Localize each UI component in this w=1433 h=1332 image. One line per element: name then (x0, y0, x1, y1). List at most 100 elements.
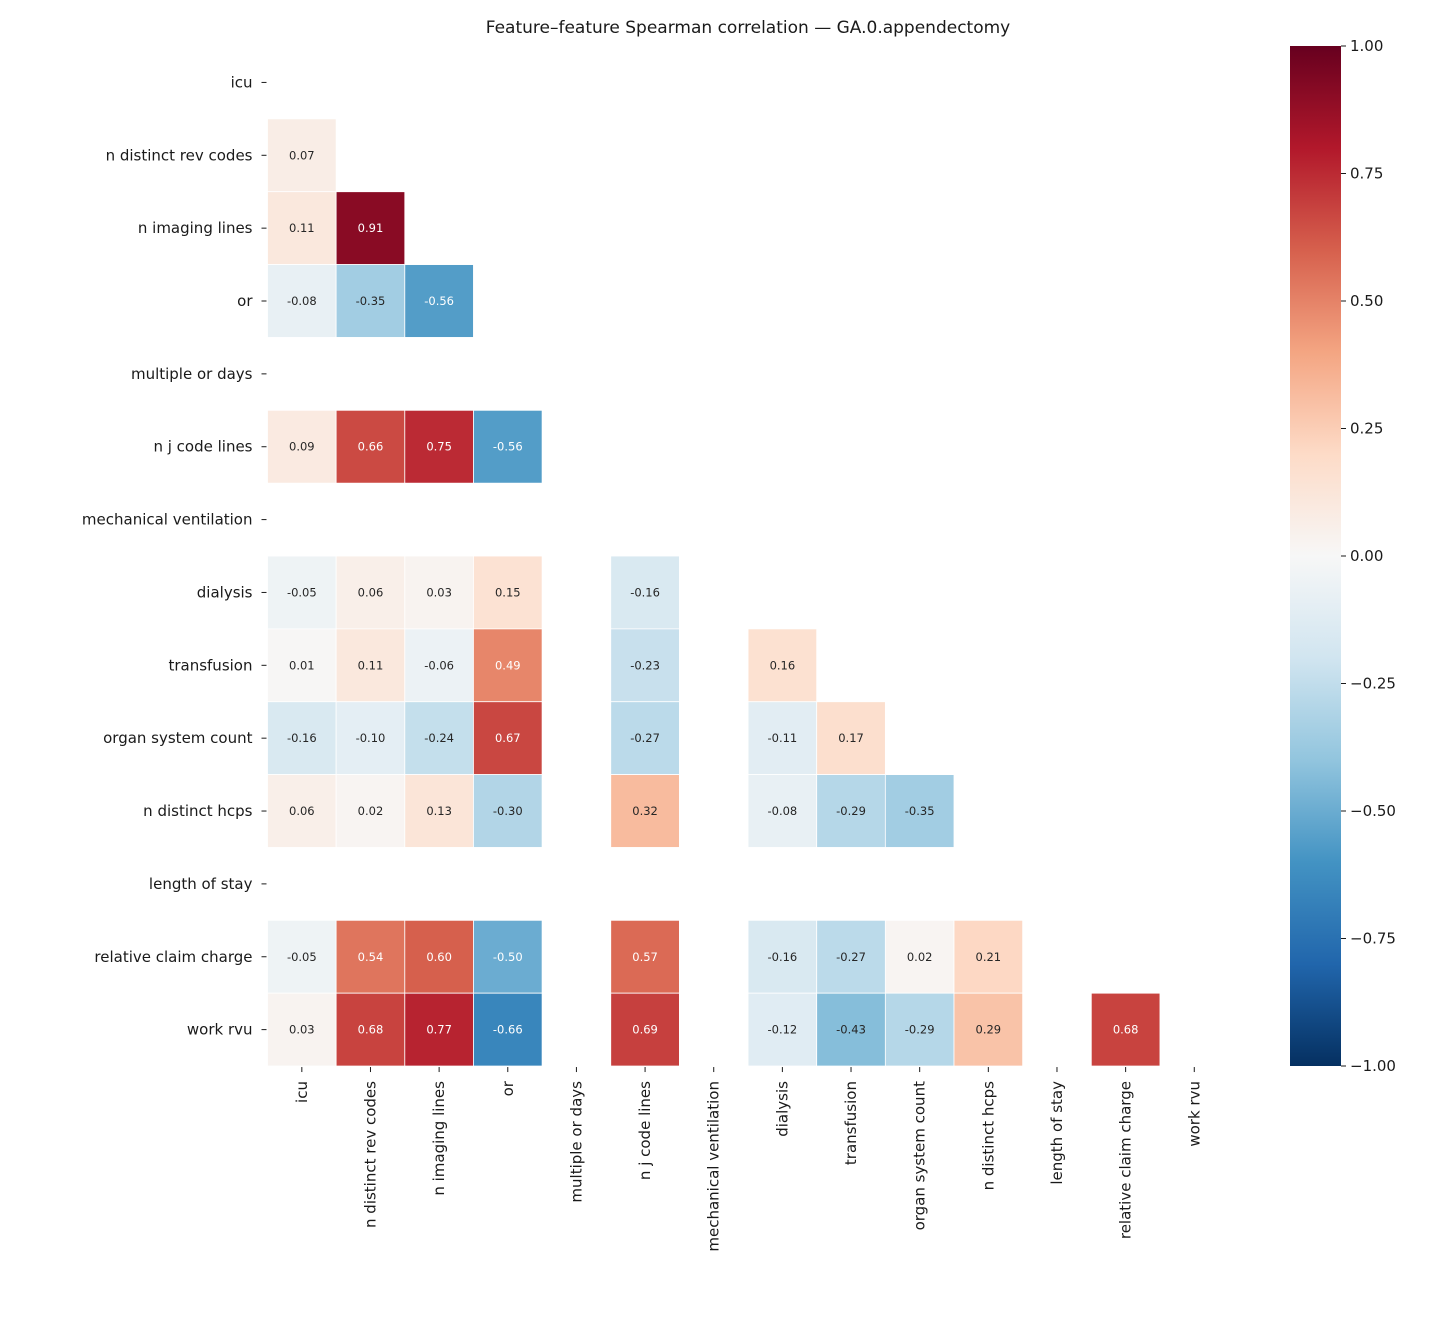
cell-value-label: 0.17 (838, 731, 864, 745)
heatmap-cell (747, 701, 818, 775)
y-tick-label: work rvu (187, 1021, 253, 1039)
x-tick-label: dialysis (773, 1081, 791, 1137)
cell-value-label: 0.11 (358, 658, 384, 672)
y-tick-label: organ system count (103, 729, 253, 747)
heatmap-cell (335, 409, 406, 484)
heatmap-cell (267, 774, 337, 848)
heatmap-cell (267, 118, 337, 193)
x-tick-label: relative claim charge (1117, 1081, 1135, 1239)
cell-value-label: -0.35 (905, 804, 935, 818)
x-tick-label: n distinct hcps (979, 1081, 997, 1191)
heatmap-cell (267, 191, 337, 265)
heatmap-cell (404, 409, 474, 484)
x-tick-label: transfusion (842, 1081, 860, 1165)
heatmap-cell (404, 919, 474, 994)
x-tick-label: or (499, 1080, 517, 1096)
heatmap-cell (610, 555, 680, 630)
heatmap-cell (404, 992, 474, 1067)
cell-value-label: 0.06 (358, 585, 384, 599)
y-tick-label: transfusion (168, 656, 252, 674)
cell-value-label: 0.49 (495, 658, 521, 672)
cell-value-label: 0.02 (907, 950, 933, 964)
heatmap-cell (267, 992, 337, 1067)
x-tick-label: work rvu (1185, 1081, 1203, 1147)
cell-value-label: 0.75 (426, 440, 452, 454)
cell-value-label: -0.56 (424, 294, 454, 308)
heatmap-cell (610, 992, 680, 1067)
heatmap-cell (473, 409, 543, 484)
heatmap-cells: 0.07 0.11 0.91 -0.08 -0.35 -0.56 0.09 0.66 0.75 -… (267, 118, 1161, 1067)
heatmap-cell (404, 628, 474, 703)
colorbar-tick-label: −0.75 (1350, 930, 1396, 948)
cell-value-label: -0.35 (356, 294, 386, 308)
cell-value-label: -0.16 (630, 585, 660, 599)
cell-value-label: -0.16 (767, 950, 797, 964)
cell-value-label: 0.91 (358, 221, 384, 235)
cell-value-label: -0.11 (767, 731, 797, 745)
cell-value-label: 0.03 (289, 1023, 315, 1037)
cell-value-label: 0.16 (770, 658, 796, 672)
heatmap-cell (1090, 992, 1161, 1067)
cell-value-label: -0.50 (493, 950, 523, 964)
y-tick-label: relative claim charge (94, 948, 252, 966)
cell-value-label: -0.27 (836, 950, 866, 964)
heatmap-cell (335, 919, 406, 994)
y-tick-label: multiple or days (131, 365, 253, 383)
colorbar-tick-label: 0.00 (1350, 547, 1383, 565)
colorbar-tick-label: 0.50 (1350, 292, 1383, 310)
heatmap-cell (404, 774, 474, 848)
x-tick-label: multiple or days (567, 1081, 585, 1203)
heatmap-cell (747, 919, 818, 994)
cell-value-label: 0.03 (426, 585, 452, 599)
heatmap-cell (884, 774, 955, 848)
heatmap-cell (816, 919, 886, 994)
heatmap-cell (335, 264, 406, 338)
cell-value-label: 0.68 (1113, 1023, 1139, 1037)
cell-value-label: -0.05 (287, 950, 317, 964)
cell-value-label: -0.08 (767, 804, 797, 818)
heatmap-cell (335, 191, 406, 265)
cell-value-label: 0.21 (976, 950, 1002, 964)
y-tick-label: length of stay (149, 875, 253, 893)
x-tick-label: length of stay (1048, 1081, 1066, 1185)
heatmap-cell (473, 774, 543, 848)
chart-title: Feature–feature Spearman correlation — G… (486, 18, 1011, 38)
cell-value-label: -0.05 (287, 585, 317, 599)
cell-value-label: -0.16 (287, 731, 317, 745)
heatmap-cell (335, 701, 406, 775)
x-tick-label: n distinct rev codes (361, 1081, 379, 1228)
cell-value-label: -0.30 (493, 804, 523, 818)
cell-value-label: 0.69 (632, 1023, 658, 1037)
heatmap-cell (747, 992, 818, 1067)
y-tick-label: n distinct hcps (143, 802, 253, 820)
heatmap-cell (473, 919, 543, 994)
colorbar-gradient (1290, 46, 1341, 1066)
cell-value-label: 0.60 (426, 950, 452, 964)
y-tick-label: icu (231, 73, 253, 91)
heatmap-cell (267, 264, 337, 338)
colorbar-tick-label: 0.75 (1350, 165, 1383, 183)
cell-value-label: 0.15 (495, 585, 521, 599)
cell-value-label: 0.77 (426, 1023, 452, 1037)
y-tick-label: dialysis (197, 583, 253, 601)
x-tick-label: icu (293, 1081, 311, 1103)
y-tick-label: mechanical ventilation (82, 511, 253, 529)
colorbar-tick-label: 1.00 (1350, 37, 1383, 55)
cell-value-label: 0.67 (495, 731, 521, 745)
heatmap-cell (335, 628, 406, 703)
cell-value-label: 0.68 (358, 1023, 384, 1037)
heatmap-cell (267, 701, 337, 775)
colorbar: 1.00 0.75 0.50 0.25 0.00 −0.25 −0.50 −0.75 −1.00 (1290, 37, 1396, 1075)
heatmap-cell (335, 555, 406, 630)
colorbar-tick-label: −0.25 (1350, 675, 1396, 693)
heatmap-cell (404, 264, 474, 338)
cell-value-label: 0.13 (426, 804, 452, 818)
cell-value-label: -0.24 (424, 731, 454, 745)
heatmap-cell (953, 919, 1024, 994)
heatmap-cell (816, 774, 886, 848)
cell-value-label: 0.01 (289, 658, 315, 672)
x-tick-label: n j code lines (636, 1081, 654, 1180)
heatmap-cell (747, 774, 818, 848)
cell-value-label: 0.57 (632, 950, 658, 964)
